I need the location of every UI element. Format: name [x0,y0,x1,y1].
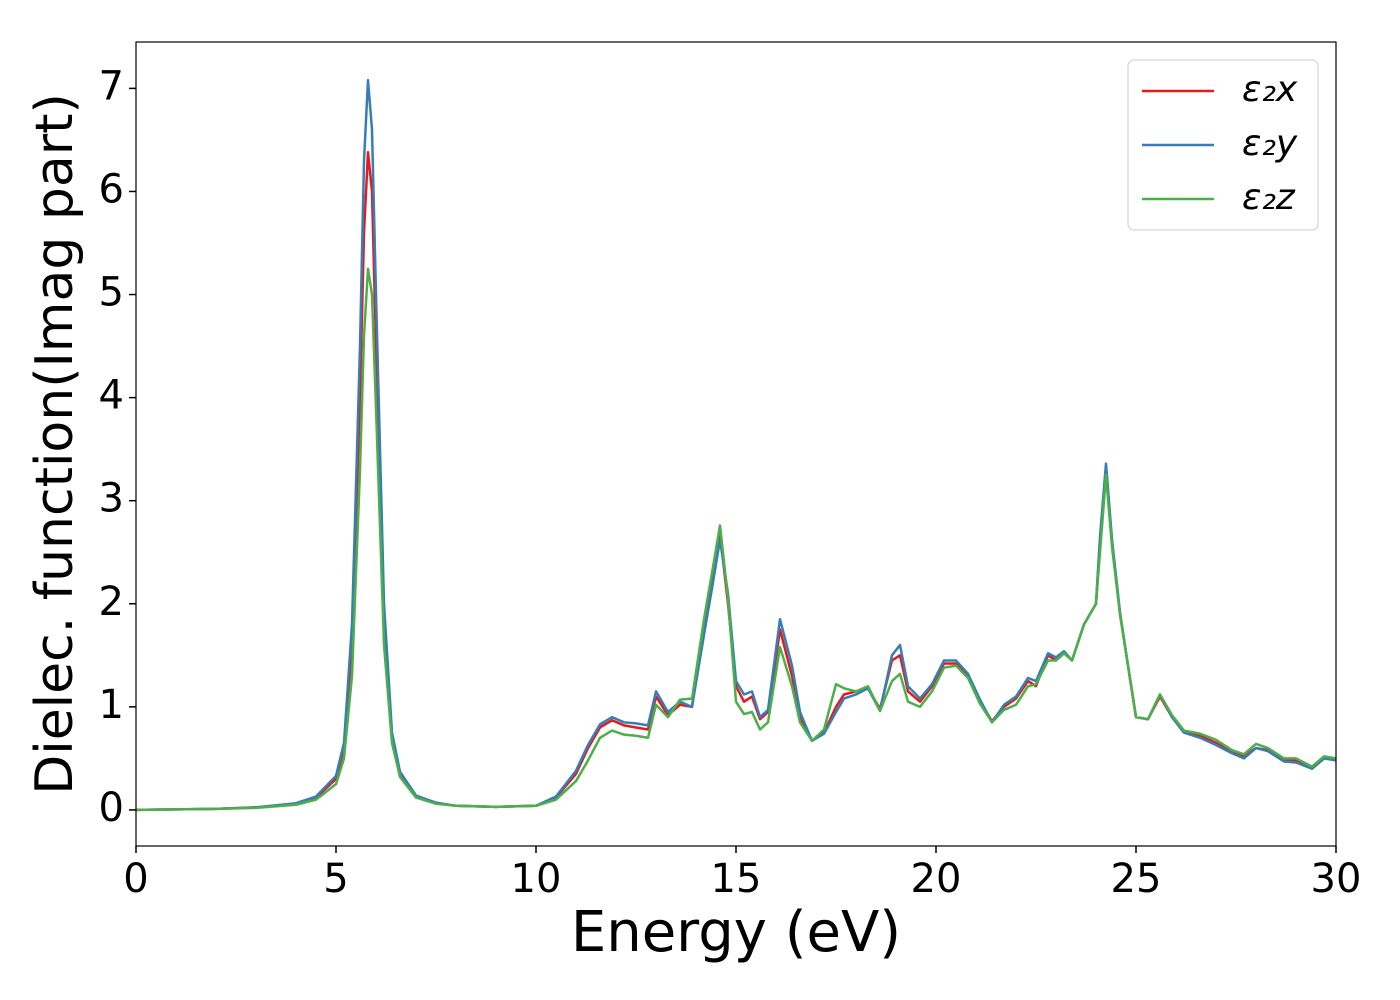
series-line [136,151,1336,812]
x-axis-label: Energy (eV) [571,900,901,965]
x-tick-label: 20 [911,856,962,902]
legend-label: ε₂y [1242,123,1298,164]
plot-frame [135,41,1337,847]
legend-label: ε₂z [1242,177,1296,218]
x-tick-label: 25 [1111,856,1162,902]
x-tick-label: 10 [511,856,562,902]
y-tick-label: 7 [99,63,124,109]
y-tick-label: 1 [99,682,124,728]
x-tick-label: 15 [711,856,762,902]
y-tick-label: 0 [99,785,124,831]
x-tick-label: 5 [323,856,348,902]
series-line [136,267,1336,812]
y-tick-label: 4 [99,373,124,419]
y-tick-label: 3 [99,476,124,522]
y-tick-label: 5 [99,270,124,316]
y-tick-label: 2 [99,579,124,625]
legend-box [1127,59,1319,231]
x-tick-label: 30 [1311,856,1362,902]
y-axis-label: Dielec. function(Imag part) [25,93,85,795]
legend: ε₂x ε₂y ε₂z [1127,59,1319,231]
x-tick-label: 0 [123,856,148,902]
y-tick-label: 6 [99,166,124,212]
legend-label: ε₂x [1242,69,1298,110]
